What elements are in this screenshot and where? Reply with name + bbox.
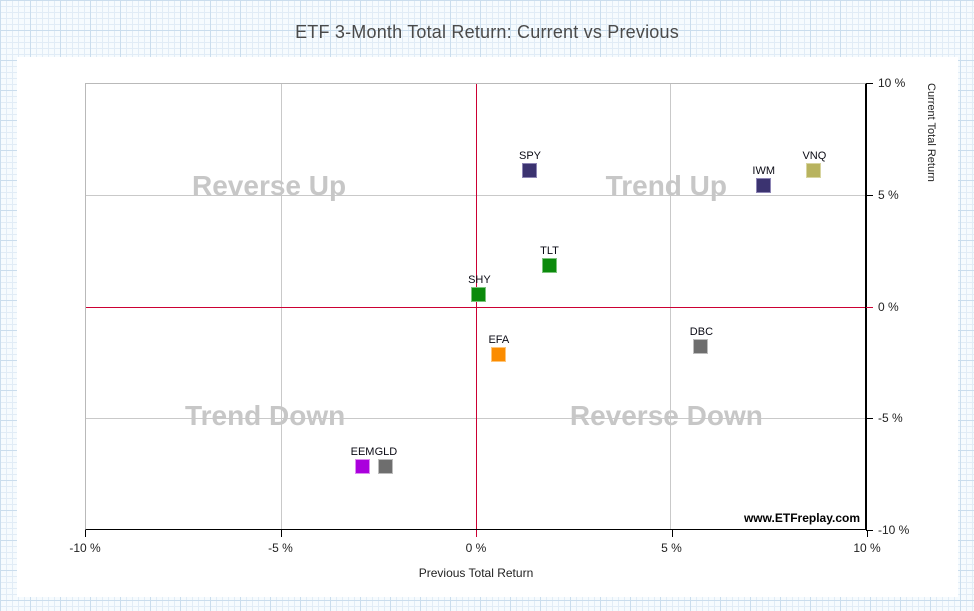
data-point-marker: [471, 287, 487, 303]
y-axis-title-text: Current Total Return: [925, 83, 937, 182]
y-tick-label: -5 %: [878, 411, 903, 426]
x-tick-mark: [85, 530, 86, 537]
y-tick-label: 5 %: [878, 187, 899, 202]
data-point-label: DBC: [689, 325, 714, 338]
data-point-label: IWM: [752, 165, 776, 178]
data-point-label: EFA: [488, 334, 510, 347]
x-tick-label: 10 %: [853, 541, 881, 555]
data-point-label: SHY: [468, 274, 491, 287]
y-tick-mark: [866, 418, 873, 420]
quadrant-label-trend-down: Trend Down: [185, 399, 346, 431]
zero-line-horizontal: [86, 306, 865, 308]
x-axis-title: Previous Total Return: [418, 566, 534, 580]
y-tick-mark: [866, 83, 873, 84]
x-tick-mark: [280, 530, 282, 537]
quadrant-label-reverse-down: Reverse Down: [569, 399, 763, 431]
quadrant-label-trend-up: Trend Up: [605, 170, 728, 202]
x-tick-label: -10 %: [69, 541, 101, 555]
x-tick-label: 5 %: [661, 541, 682, 555]
x-tick-label: 0 %: [465, 541, 487, 555]
data-point-marker: [806, 162, 822, 178]
chart-title: ETF 3-Month Total Return: Current vs Pre…: [295, 22, 679, 42]
data-point-marker: [490, 347, 506, 363]
chart-panel: Reverse Up Trend Up Trend Down Reverse Down…: [17, 57, 958, 597]
y-tick-label: 0 %: [878, 299, 899, 314]
data-point-label: SPY: [519, 149, 542, 162]
x-tick-label: -5 %: [268, 541, 293, 555]
watermark-url: www.ETFreplay.com: [743, 511, 860, 525]
y-tick-mark: [866, 194, 873, 196]
x-tick-mark: [867, 530, 868, 537]
data-point-marker: [377, 458, 393, 474]
data-point-marker: [354, 458, 370, 474]
y-tick-mark: [866, 306, 873, 308]
data-point-label: TLT: [540, 245, 559, 258]
data-point-label: EEM: [350, 445, 375, 458]
data-point-marker: [522, 162, 538, 178]
y-axis-title: Current Total Return: [925, 83, 937, 530]
y-tick-label: -10 %: [878, 523, 910, 537]
quadrant-label-reverse-up: Reverse Up: [192, 170, 347, 202]
data-point-marker: [693, 338, 709, 354]
x-tick-mark: [671, 530, 673, 537]
x-tick-mark: [476, 530, 477, 537]
data-point-marker: [541, 258, 557, 274]
y-tick-mark: [866, 530, 873, 531]
data-point-label: VNQ: [802, 149, 827, 162]
axes-layer: -10 % -5 % 0 % 5 % 10 % 10 % 5 % 0 % -5 % -10 %: [69, 76, 909, 555]
y-tick-label: 10 %: [878, 76, 906, 90]
plot-area: Reverse Up Trend Up Trend Down Reverse Down…: [85, 83, 867, 530]
data-point-label: GLD: [374, 445, 398, 458]
data-point-marker: [755, 178, 771, 194]
